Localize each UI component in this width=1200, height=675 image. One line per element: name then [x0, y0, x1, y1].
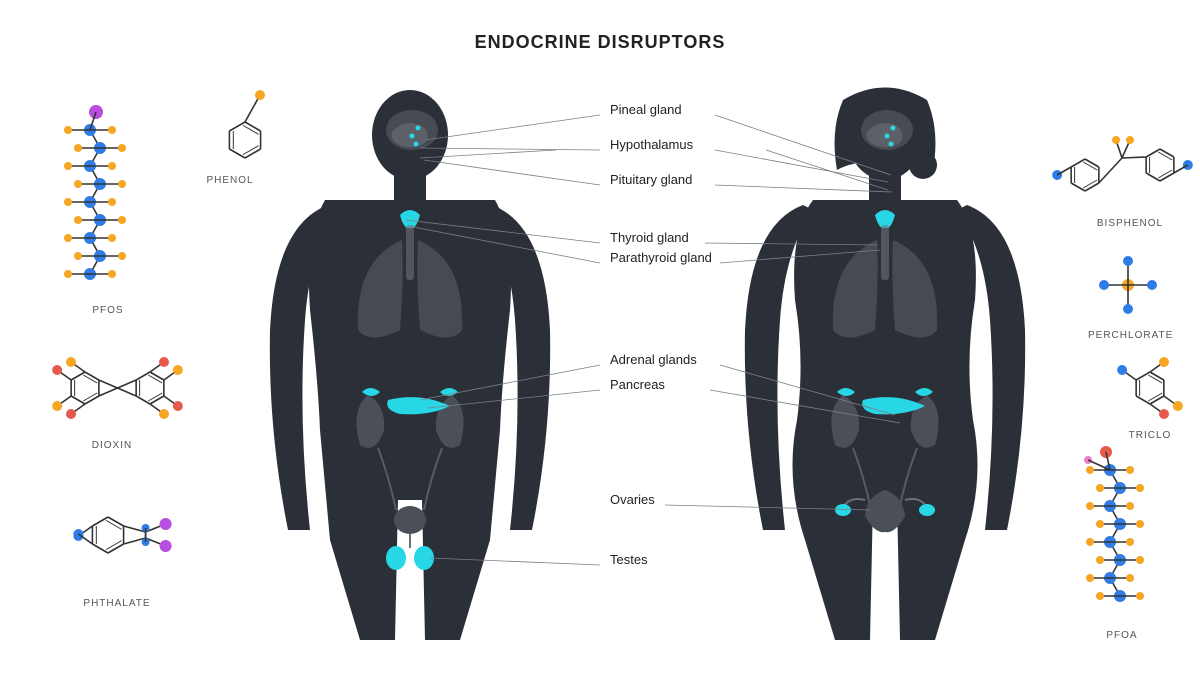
molecule-label: PERCHLORATE	[1088, 330, 1168, 341]
gland-label: Hypothalamus	[610, 137, 693, 152]
molecule-label: DIOXIN	[72, 440, 152, 451]
gland-label: Pineal gland	[610, 102, 682, 117]
gland-label: Testes	[610, 552, 648, 567]
gland-label: Thyroid gland	[610, 230, 689, 245]
gland-label: Adrenal glands	[610, 352, 697, 367]
gland-label: Pancreas	[610, 377, 665, 392]
molecule-label: PFOA	[1082, 630, 1162, 641]
molecule-label: TRICLO	[1110, 430, 1190, 441]
gland-label: Parathyroid gland	[610, 250, 712, 265]
molecule-label: PHENOL	[190, 175, 270, 186]
molecule-label: PHTHALATE	[77, 598, 157, 609]
gland-label: Pituitary gland	[610, 172, 692, 187]
diagram-canvas	[0, 0, 1200, 675]
molecule-label: PFOS	[68, 305, 148, 316]
gland-label: Ovaries	[610, 492, 655, 507]
infographic-stage: ENDOCRINE DISRUPTORS Pineal glandHypotha…	[0, 0, 1200, 675]
molecule-label: BISPHENOL	[1090, 218, 1170, 229]
